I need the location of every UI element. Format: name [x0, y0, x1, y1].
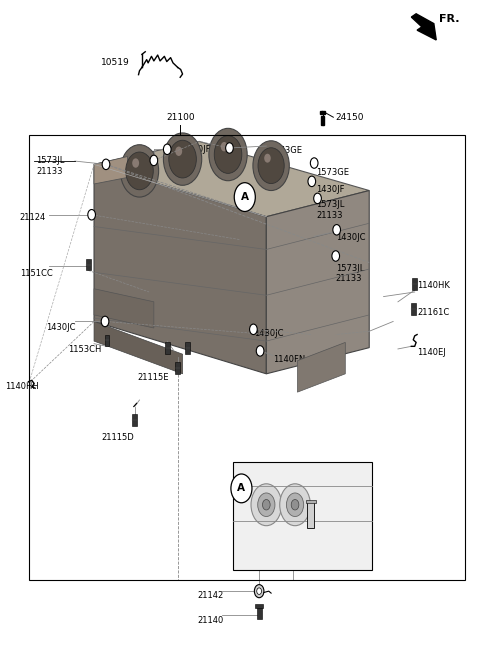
Circle shape [231, 474, 252, 502]
Circle shape [234, 182, 255, 211]
Text: 21124: 21124 [20, 213, 46, 222]
Text: 21142: 21142 [197, 591, 223, 600]
Circle shape [132, 158, 139, 168]
Polygon shape [94, 142, 369, 216]
Bar [306, 499, 316, 503]
Circle shape [263, 499, 270, 510]
Polygon shape [94, 157, 128, 184]
Circle shape [258, 493, 275, 516]
Circle shape [254, 584, 264, 598]
Polygon shape [266, 190, 369, 374]
Bar [322, 116, 324, 125]
Circle shape [280, 483, 311, 525]
Circle shape [163, 144, 171, 155]
Circle shape [311, 158, 318, 169]
Text: 21140: 21140 [197, 616, 223, 625]
Text: 1430JF: 1430JF [317, 185, 345, 194]
Circle shape [221, 142, 228, 152]
Bar [321, 112, 325, 114]
Text: 21522C: 21522C [269, 549, 301, 558]
Bar [105, 335, 109, 346]
Circle shape [250, 324, 257, 335]
Circle shape [251, 483, 282, 525]
Circle shape [163, 133, 202, 185]
Polygon shape [94, 321, 182, 374]
Bar [412, 278, 417, 290]
Text: 21161C: 21161C [417, 308, 449, 318]
Text: — 1430JF: — 1430JF [170, 145, 210, 154]
Circle shape [120, 145, 158, 197]
Circle shape [150, 155, 157, 166]
Circle shape [253, 141, 289, 190]
Circle shape [126, 152, 153, 190]
Text: 21119B: 21119B [266, 519, 299, 528]
Bar [175, 362, 180, 374]
Bar [165, 342, 169, 354]
Text: 1573GE: 1573GE [317, 168, 349, 176]
Circle shape [88, 209, 96, 220]
Text: FR.: FR. [439, 14, 459, 24]
Circle shape [308, 176, 316, 186]
Circle shape [333, 224, 340, 235]
Circle shape [256, 346, 264, 356]
Bar [255, 604, 264, 607]
Bar [233, 462, 372, 570]
Circle shape [264, 154, 271, 163]
Text: 21114: 21114 [149, 353, 175, 362]
Circle shape [332, 251, 339, 261]
Text: 25124D: 25124D [235, 493, 268, 502]
Bar [307, 501, 314, 527]
Circle shape [175, 146, 182, 156]
Text: 1140FN: 1140FN [274, 356, 306, 365]
Text: 1573JL
21133: 1573JL 21133 [336, 264, 364, 283]
Text: 1573JL
21133: 1573JL 21133 [36, 157, 65, 176]
Text: 1430JC: 1430JC [336, 233, 365, 242]
Text: A: A [238, 483, 245, 493]
Text: 21115D: 21115D [101, 433, 134, 441]
Polygon shape [94, 165, 266, 374]
Text: 1153CH: 1153CH [68, 345, 101, 354]
Circle shape [258, 148, 284, 184]
Circle shape [239, 490, 246, 501]
Polygon shape [411, 14, 436, 40]
Circle shape [209, 129, 247, 180]
Text: A: A [241, 192, 249, 202]
Circle shape [314, 193, 322, 203]
Text: 1573JL
21133: 1573JL 21133 [317, 200, 345, 220]
Text: 21115E: 21115E [137, 373, 168, 382]
Bar [86, 258, 91, 270]
Text: 1140HK: 1140HK [417, 281, 450, 290]
Bar [132, 415, 137, 426]
Text: 1430JC: 1430JC [254, 329, 284, 338]
Text: 1140EJ: 1140EJ [417, 348, 446, 357]
Circle shape [169, 140, 196, 178]
Circle shape [226, 143, 233, 154]
Text: 21100: 21100 [166, 113, 194, 122]
Text: 1140HH: 1140HH [5, 382, 39, 391]
Circle shape [102, 159, 110, 170]
Bar [29, 135, 465, 580]
Text: 10519: 10519 [101, 58, 130, 67]
Text: 1430JF: 1430JF [170, 152, 199, 160]
Bar [185, 342, 190, 354]
Polygon shape [298, 342, 345, 392]
Text: 24150: 24150 [336, 113, 364, 122]
Circle shape [257, 588, 262, 594]
Text: 1430JC: 1430JC [46, 323, 76, 332]
Text: 1573GE: 1573GE [269, 146, 302, 155]
Circle shape [291, 499, 299, 510]
Circle shape [214, 136, 242, 173]
Circle shape [101, 316, 109, 327]
Polygon shape [94, 289, 154, 328]
Text: 1151CC: 1151CC [20, 269, 53, 278]
Text: 1140GD: 1140GD [317, 493, 350, 502]
Circle shape [287, 493, 304, 516]
Bar [411, 303, 416, 315]
Bar [257, 606, 262, 619]
